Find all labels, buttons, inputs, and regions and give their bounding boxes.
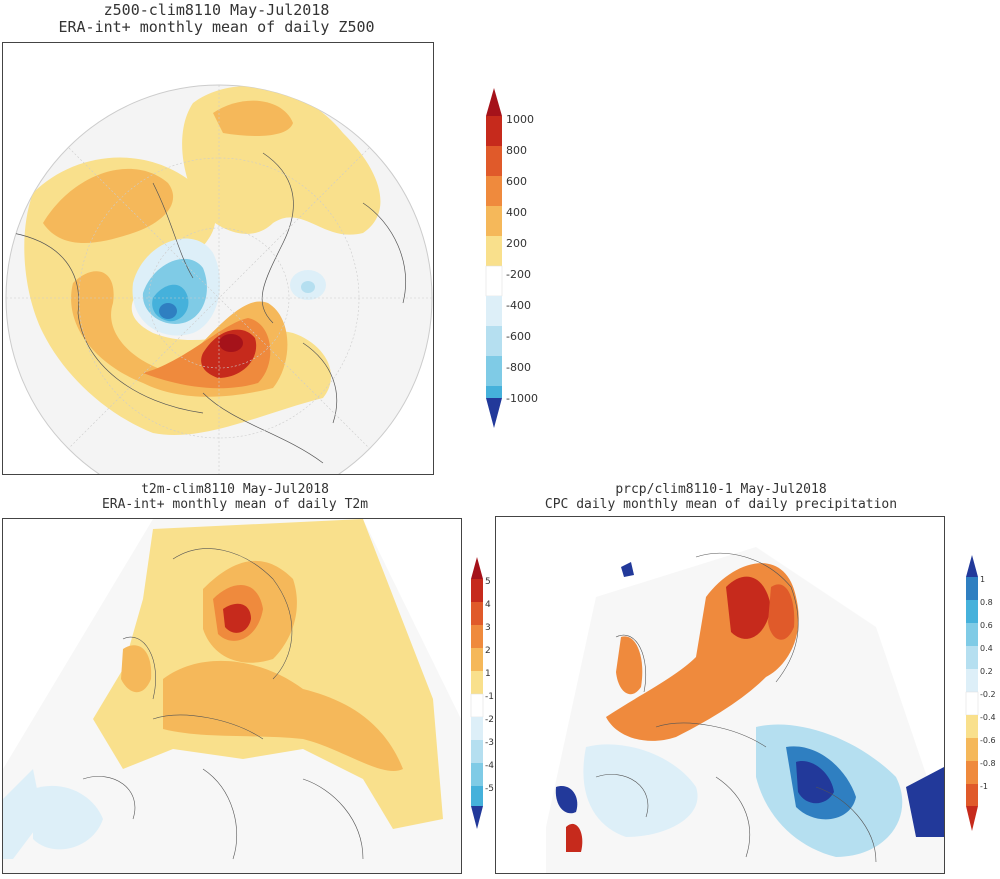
prcp-cb-label-3: 0.4 xyxy=(980,644,993,653)
z500-colorbar-swatches xyxy=(485,88,503,428)
z500-cb-label-4: 200 xyxy=(506,237,527,250)
t2m-cb-label-1: 4 xyxy=(485,600,491,610)
t2m-cb-label-4: 1 xyxy=(485,669,491,679)
prcp-map xyxy=(546,547,944,873)
z500-anomaly-pos-1000 xyxy=(219,334,243,352)
z500-cb-label-8: -800 xyxy=(506,361,531,374)
t2m-cb-label-6: -2 xyxy=(485,715,494,725)
prcp-cb-label-7: -0.6 xyxy=(980,736,996,745)
t2m-cb-label-5: -1 xyxy=(485,692,494,702)
prcp-map-frame xyxy=(495,516,945,874)
z500-cb-label-1: 800 xyxy=(506,144,527,157)
z500-title-line1: z500-clim8110 May-Jul2018 xyxy=(103,1,330,19)
t2m-title-line1: t2m-clim8110 May-Jul2018 xyxy=(141,482,329,497)
t2m-map-frame xyxy=(2,518,462,874)
prcp-cb-label-1: 0.8 xyxy=(980,598,993,607)
z500-cb-label-5: -200 xyxy=(506,268,531,281)
z500-cb-label-0: 1000 xyxy=(506,113,534,126)
z500-anomaly-pos-400a xyxy=(43,168,174,243)
colorbar-cap-bottom xyxy=(486,398,502,428)
t2m-warm-2 xyxy=(163,660,403,772)
z500-anomaly-neg-small-core xyxy=(301,281,315,293)
t2m-cb-label-9: -5 xyxy=(485,784,494,794)
prcp-wet-7 xyxy=(621,562,634,577)
prcp-dry-2 xyxy=(726,576,771,639)
z500-cb-label-2: 600 xyxy=(506,175,527,188)
z500-title-line2: ERA-int+ monthly mean of daily Z500 xyxy=(58,18,375,36)
t2m-cb-label-3: 2 xyxy=(485,646,491,656)
prcp-cb-label-8: -0.8 xyxy=(980,759,996,768)
z500-cb-label-9: -1000 xyxy=(506,392,538,405)
prcp-wet-5 xyxy=(906,767,944,837)
t2m-colorbar: 5 4 3 2 1 -1 -2 -3 -4 -5 xyxy=(470,557,494,829)
z500-cb-label-3: 400 xyxy=(506,206,527,219)
prcp-wet-6 xyxy=(555,786,578,814)
prcp-cb-label-5: -0.2 xyxy=(980,690,996,699)
z500-anomaly-pos-200b xyxy=(182,86,381,235)
prcp-cb-label-4: 0.2 xyxy=(980,667,993,676)
t2m-cb-label-2: 3 xyxy=(485,623,491,633)
t2m-coastlines xyxy=(82,548,364,860)
t2m-title: t2m-clim8110 May-Jul2018 ERA-int+ monthl… xyxy=(0,482,470,512)
prcp-cb-label-9: -1 xyxy=(980,782,988,791)
z500-cb-label-6: -400 xyxy=(506,299,531,312)
z500-graticule xyxy=(6,85,432,474)
t2m-map xyxy=(3,519,461,873)
z500-anomaly-pos-400b xyxy=(213,100,293,136)
prcp-wet-4 xyxy=(796,761,834,804)
t2m-cb-label-8: -4 xyxy=(485,761,494,771)
colorbar-cap-top xyxy=(486,88,502,116)
z500-title: z500-clim8110 May-Jul2018 ERA-int+ month… xyxy=(0,2,433,36)
z500-colorbar: 1000 800 600 400 200 -200 -400 -600 -800… xyxy=(485,88,538,428)
prcp-colorbar: 1 0.8 0.6 0.4 0.2 -0.2 -0.4 -0.6 -0.8 -1 xyxy=(965,555,996,831)
t2m-warm-uk xyxy=(121,645,152,693)
t2m-cb-label-0: 5 xyxy=(485,577,491,587)
t2m-cool-1 xyxy=(33,785,103,850)
prcp-title-line1: prcp/clim8110-1 May-Jul2018 xyxy=(615,482,827,497)
prcp-wet-1 xyxy=(583,744,698,837)
z500-anomaly-neg-800 xyxy=(159,303,177,319)
prcp-cb-label-6: -0.4 xyxy=(980,713,996,722)
prcp-dry-3 xyxy=(768,584,795,640)
t2m-title-line2: ERA-int+ monthly mean of daily T2m xyxy=(101,497,369,512)
prcp-title-line2: CPC daily monthly mean of daily precipit… xyxy=(544,497,898,512)
z500-map-frame xyxy=(2,42,434,475)
t2m-warm-5 xyxy=(223,603,251,633)
z500-cb-label-7: -600 xyxy=(506,330,531,343)
z500-map xyxy=(5,84,433,474)
t2m-cb-label-7: -3 xyxy=(485,738,494,748)
prcp-dry-spain xyxy=(566,823,583,852)
z500-coastlines xyxy=(12,152,406,464)
prcp-dry-uk xyxy=(616,636,643,695)
t2m-cool-2 xyxy=(3,769,43,859)
prcp-title: prcp/clim8110-1 May-Jul2018 CPC daily mo… xyxy=(495,482,947,512)
prcp-cb-label-0: 1 xyxy=(980,575,985,584)
prcp-coastlines xyxy=(595,552,877,863)
prcp-cb-label-2: 0.6 xyxy=(980,621,993,630)
